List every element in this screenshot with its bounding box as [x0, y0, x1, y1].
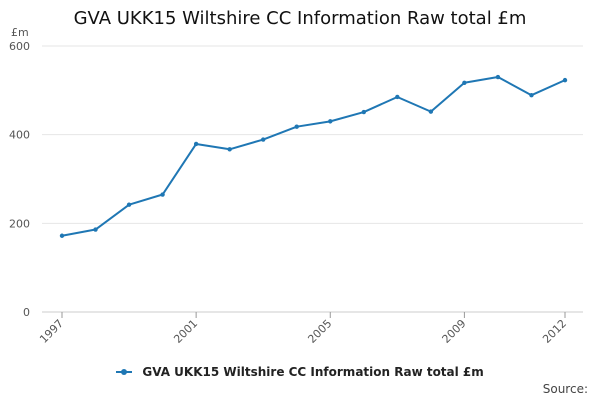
data-point — [361, 109, 366, 115]
y-tick-label: 200 — [9, 217, 30, 230]
data-point — [462, 80, 467, 85]
data-point — [294, 124, 299, 129]
y-tick-label: 400 — [9, 129, 30, 142]
x-tick-label: 2005 — [305, 317, 334, 346]
data-point — [126, 202, 132, 207]
data-point — [328, 119, 333, 124]
data-point — [59, 233, 65, 238]
data-point — [93, 227, 98, 232]
data-point — [529, 93, 534, 98]
y-tick-label: 600 — [9, 40, 30, 53]
y-axis-unit: £m — [11, 26, 29, 39]
legend-swatch — [116, 368, 133, 375]
legend-label: GVA UKK15 Wiltshire CC Information Raw t… — [142, 365, 484, 379]
data-point — [428, 109, 434, 114]
data-point — [227, 147, 232, 152]
y-tick-label: 0 — [23, 306, 30, 319]
data-point — [160, 192, 165, 197]
data-point — [495, 74, 501, 80]
x-tick-label: 2009 — [440, 317, 469, 346]
x-tick-label: 2001 — [171, 317, 200, 346]
data-point — [395, 94, 400, 100]
data-point — [562, 77, 568, 83]
legend[interactable]: GVA UKK15 Wiltshire CC Information Raw t… — [0, 365, 600, 379]
x-tick-label: 1997 — [37, 317, 66, 346]
x-tick-label: 2012 — [540, 317, 569, 346]
source-label: Source: — [542, 382, 588, 396]
chart-title: GVA UKK15 Wiltshire CC Information Raw t… — [73, 8, 527, 29]
data-point — [261, 137, 266, 142]
series-line — [61, 76, 566, 237]
data-point — [193, 141, 199, 147]
